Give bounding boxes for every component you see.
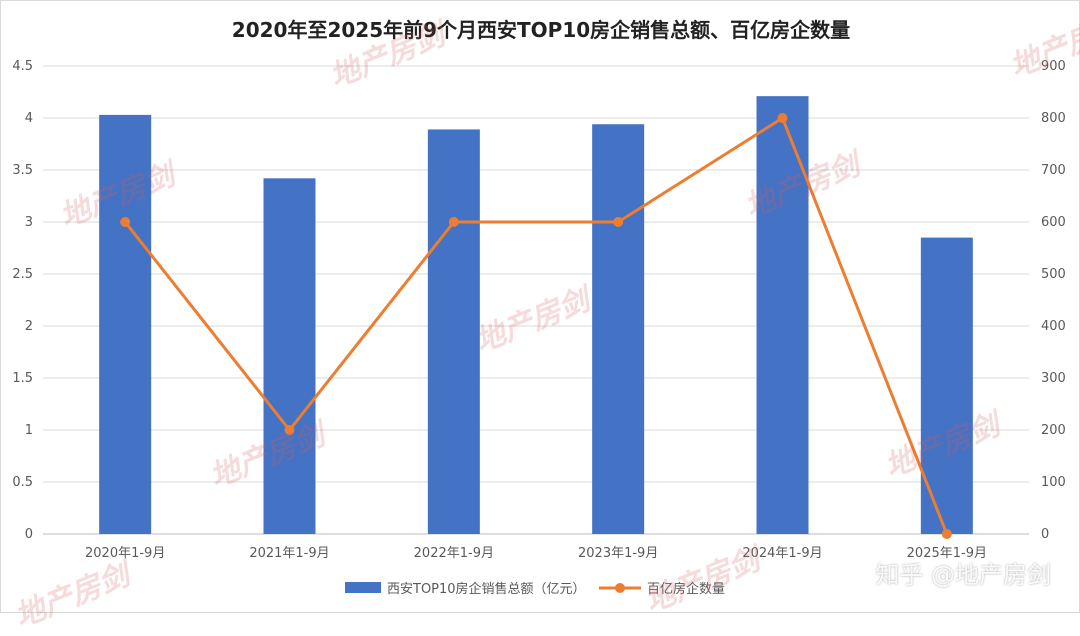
bar <box>592 124 645 535</box>
line-point <box>613 217 624 227</box>
x-tick-label: 2021年1-9月 <box>249 546 329 561</box>
chart-title: 2020年至2025年前9个月西安TOP10房企销售总额、百亿房企数量 <box>232 18 850 42</box>
line-point <box>941 529 952 539</box>
series-line <box>123 116 949 535</box>
y-right-tick-label: 300 <box>1041 371 1066 386</box>
y-left-tick-label: 0.5 <box>12 475 33 490</box>
y-right-tick-label: 0 <box>1041 527 1049 542</box>
y-left-tick-label: 4.5 <box>12 59 33 74</box>
y-right-tick-label: 400 <box>1041 319 1066 334</box>
y-left-tick-label: 4 <box>25 111 33 126</box>
y-left-tick-label: 0 <box>25 527 33 542</box>
line-point <box>120 217 131 227</box>
y-right-tick-label: 200 <box>1041 423 1066 438</box>
line-point <box>777 113 788 123</box>
line-point <box>448 217 459 227</box>
legend-swatch-bar <box>345 582 381 593</box>
y-right-tick-label: 900 <box>1041 59 1066 74</box>
y-left-tick-label: 1 <box>25 423 33 438</box>
y-left-tick-label: 1.5 <box>12 371 33 386</box>
y-right-tick-label: 100 <box>1041 475 1066 490</box>
bar <box>920 237 973 534</box>
x-tick-label: 2024年1-9月 <box>742 546 822 561</box>
x-tick-label: 2022年1-9月 <box>414 546 494 561</box>
x-tick-label: 2023年1-9月 <box>578 546 658 561</box>
bar <box>263 178 316 534</box>
y-left-tick-label: 2.5 <box>12 267 33 282</box>
x-tick-label: 2025年1-9月 <box>907 546 987 561</box>
y-right-tick-label: 600 <box>1041 215 1066 230</box>
combo-chart: 2020年至2025年前9个月西安TOP10房企销售总额、百亿房企数量 0 0.5 1… <box>12 18 1066 597</box>
y-left-tick-label: 3.5 <box>12 163 33 178</box>
watermark-credit: 知乎 @地产房剑 <box>875 561 1051 589</box>
bar <box>99 114 152 534</box>
legend-label-line: 百亿房企数量 <box>647 581 725 597</box>
legend-label-bar: 西安TOP10房企销售总额（亿元） <box>387 581 586 597</box>
line-point <box>284 425 295 435</box>
bar <box>427 129 480 534</box>
bar <box>756 96 809 534</box>
y-left-tick-label: 3 <box>25 215 33 230</box>
y-right-tick-label: 500 <box>1041 267 1066 282</box>
y-right-tick-label: 800 <box>1041 111 1066 126</box>
y-left-tick-label: 2 <box>25 319 33 334</box>
legend-marker-line <box>615 583 625 593</box>
y-right-tick-label: 700 <box>1041 163 1066 178</box>
x-tick-label: 2020年1-9月 <box>85 546 165 561</box>
